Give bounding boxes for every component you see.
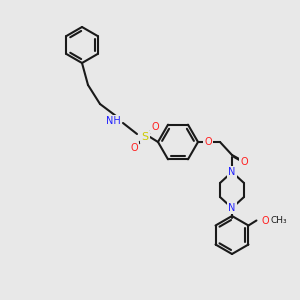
Text: CH₃: CH₃ [270,216,287,225]
Text: O: O [204,137,212,147]
Text: O: O [151,122,159,132]
Text: S: S [141,132,148,142]
Text: N: N [228,167,236,177]
Text: N: N [228,203,236,213]
Text: NH: NH [106,116,120,126]
Text: N: N [228,167,236,177]
Text: O: O [240,157,248,167]
Text: O: O [130,143,138,153]
Text: O: O [262,215,269,226]
